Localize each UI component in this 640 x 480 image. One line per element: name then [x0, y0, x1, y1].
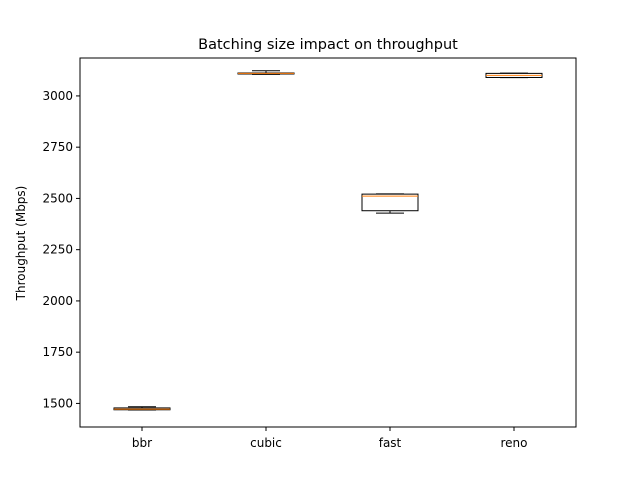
y-tick-label: 2250 [42, 243, 73, 257]
chart-title: Batching size impact on throughput [198, 37, 458, 53]
y-tick-label: 1500 [42, 396, 73, 410]
box-bbr [113, 406, 171, 411]
y-axis-label: Throughput (Mbps) [14, 186, 28, 302]
x-tick-label-fast: fast [379, 436, 402, 450]
y-tick-label: 3000 [42, 89, 73, 103]
x-tick-label-bbr: bbr [132, 436, 152, 450]
x-tick-label-cubic: cubic [250, 436, 282, 450]
plot-frame [79, 57, 577, 428]
box-iqr [361, 193, 419, 212]
y-tick-label: 1750 [42, 345, 73, 359]
y-tick-label: 2750 [42, 140, 73, 154]
box-fast [361, 193, 419, 214]
y-tick-label: 2500 [42, 191, 73, 205]
x-tick-label-reno: reno [501, 436, 528, 450]
box-reno [485, 72, 543, 79]
box-cubic [237, 70, 295, 75]
y-tick-label: 2000 [42, 294, 73, 308]
